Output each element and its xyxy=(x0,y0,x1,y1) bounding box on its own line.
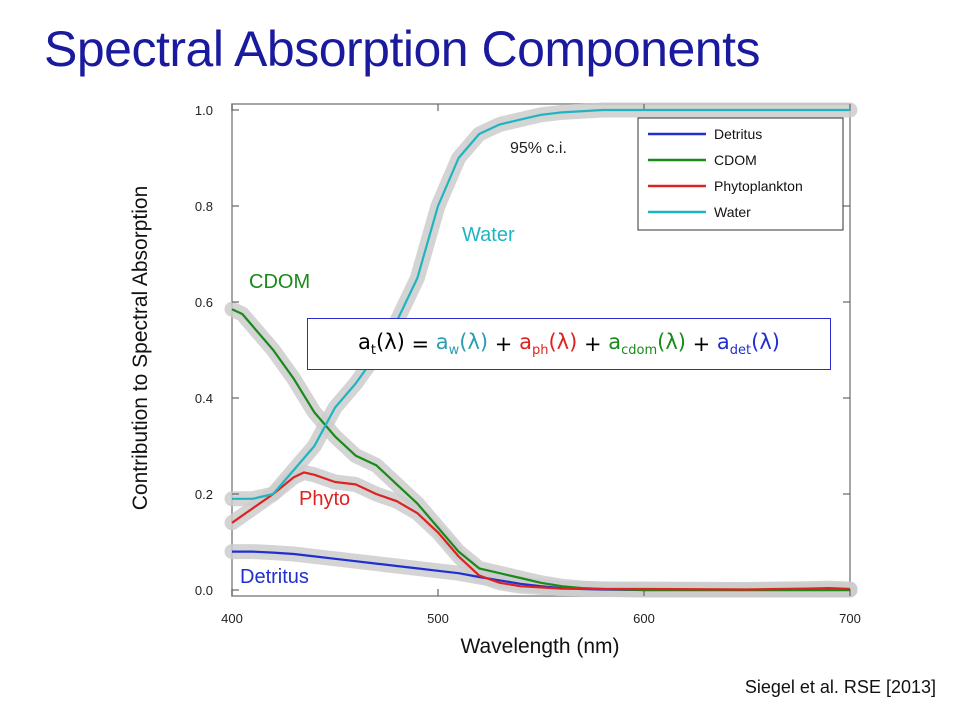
ci-label: 95% c.i. xyxy=(510,140,567,157)
y-tick-label: 1.0 xyxy=(195,103,213,118)
total-absorption-term-symbol: a xyxy=(358,330,371,354)
legend-label-water: Water xyxy=(714,204,751,220)
legend-label-cdom: CDOM xyxy=(714,152,757,168)
y-axis-label: Contribution to Spectral Absorption xyxy=(129,185,152,511)
total-absorption-term-argument: (λ) xyxy=(376,330,405,354)
phyto-term: aph(λ) xyxy=(519,330,577,358)
cdom-term-subscript: cdom xyxy=(621,343,658,358)
x-tick-label: 400 xyxy=(221,611,243,626)
phytoplankton-series-label: Phyto xyxy=(299,488,350,510)
total-absorption-term-subscript: t xyxy=(370,343,376,358)
water-term-subscript: w xyxy=(448,343,460,358)
detritus-term: adet(λ) xyxy=(717,330,780,358)
water-term-symbol: a xyxy=(435,330,449,354)
x-tick-label: 600 xyxy=(633,611,655,626)
x-tick-label: 700 xyxy=(839,611,861,626)
cdom-term-argument: (λ) xyxy=(657,330,686,354)
detritus-term-argument: (λ) xyxy=(751,330,780,354)
equation-operator: + xyxy=(488,332,520,356)
water-term-argument: (λ) xyxy=(459,330,489,354)
y-tick-label: 0.8 xyxy=(195,199,213,214)
cdom-term-symbol: a xyxy=(608,330,622,354)
y-tick-label: 0.6 xyxy=(195,295,213,310)
phytoplankton-line xyxy=(231,471,851,591)
y-tick-label: 0.2 xyxy=(195,487,213,502)
legend-label-detritus: Detritus xyxy=(714,126,762,142)
detritus-term-subscript: det xyxy=(729,343,752,358)
phyto-term-argument: (λ) xyxy=(548,330,578,354)
y-tick-label: 0.0 xyxy=(195,583,213,598)
water-term: aw(λ) xyxy=(436,330,488,358)
series-lines xyxy=(231,108,851,592)
cdom-series-label: CDOM xyxy=(249,271,310,293)
phyto-term-subscript: ph xyxy=(531,343,549,358)
equation-operator: + xyxy=(685,332,717,356)
x-axis-label: Wavelength (nm) xyxy=(460,635,620,658)
detritus-series-label: Detritus xyxy=(240,566,309,588)
detritus-term-symbol: a xyxy=(716,330,730,354)
tick-labels: 0.0 0.2 0.4 0.6 0.8 1.0 400 500 600 700 xyxy=(195,103,861,626)
absorption-equation: at(λ) = aw(λ) + aph(λ) + acdom(λ) + adet… xyxy=(307,318,831,370)
water-series-label: Water xyxy=(462,224,515,246)
water-line xyxy=(232,108,850,500)
x-tick-label: 500 xyxy=(427,611,449,626)
source-citation: Siegel et al. RSE [2013] xyxy=(744,677,936,697)
legend: Detritus CDOM Phytoplankton Water xyxy=(637,117,844,231)
equation-operator: = xyxy=(404,332,436,356)
phyto-term-symbol: a xyxy=(519,330,532,354)
legend-label-phytoplankton: Phytoplankton xyxy=(714,178,803,194)
cdom-term: acdom(λ) xyxy=(608,330,686,358)
page-title: Spectral Absorption Components xyxy=(44,21,760,77)
series-labels: Detritus CDOM Phyto Water xyxy=(240,224,515,588)
total-absorption-term: at(λ) xyxy=(358,330,405,358)
y-tick-label: 0.4 xyxy=(195,391,213,406)
equation-operator: + xyxy=(577,332,609,356)
